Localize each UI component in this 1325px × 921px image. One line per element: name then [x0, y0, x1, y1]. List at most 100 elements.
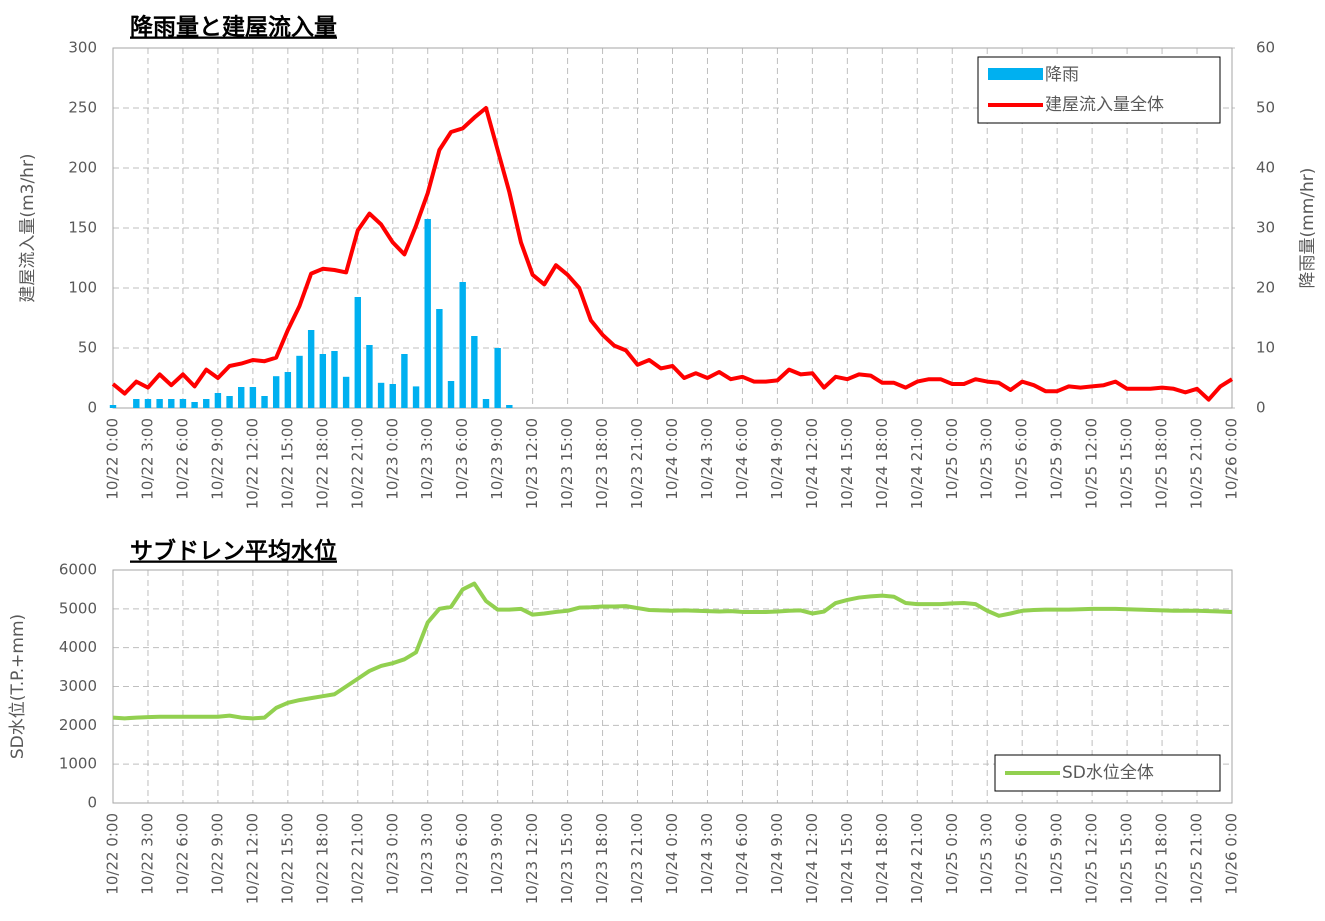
legend-label: 降雨: [1045, 65, 1079, 85]
y-tick-label: 150: [68, 219, 97, 237]
y-axis-label: SD水位(T.P.+mm): [8, 614, 28, 759]
legend-label: SD水位全体: [1062, 763, 1154, 783]
x-tick-label: 10/23 6:00: [453, 418, 471, 500]
x-tick-label: 10/24 3:00: [698, 813, 716, 895]
x-tick-label: 10/22 6:00: [173, 813, 191, 895]
bar: [377, 382, 385, 408]
plot-border: [112, 47, 1233, 409]
x-tick-label: 10/24 12:00: [803, 418, 821, 509]
y-tick-label: 2000: [59, 716, 97, 734]
x-tick-label: 10/24 21:00: [908, 813, 926, 904]
y-tick-label: 0: [87, 794, 97, 812]
x-tick-label: 10/25 9:00: [1048, 418, 1066, 500]
bar: [284, 372, 292, 408]
y2-tick-label: 0: [1256, 399, 1266, 417]
x-tick-label: 10/25 6:00: [1013, 813, 1031, 895]
x-tick-label: 10/24 3:00: [698, 418, 716, 500]
y-tick-label: 1000: [59, 755, 97, 773]
x-tick-label: 10/25 18:00: [1153, 418, 1171, 509]
bar: [389, 384, 396, 408]
x-tick-label: 10/22 3:00: [138, 418, 156, 500]
y-tick-label: 100: [68, 279, 97, 297]
bar: [156, 399, 163, 408]
x-tick-label: 10/25 0:00: [943, 418, 961, 500]
x-tick-label: 10/23 6:00: [453, 813, 471, 895]
bar: [179, 399, 187, 408]
y-tick-label: 5000: [59, 599, 97, 617]
x-tick-label: 10/23 3:00: [418, 418, 436, 500]
bar: [436, 309, 443, 408]
bar: [459, 282, 466, 408]
x-tick-label: 10/23 15:00: [558, 418, 576, 509]
y-tick-label: 200: [68, 159, 97, 177]
x-tick-label: 10/23 9:00: [488, 813, 506, 895]
x-tick-label: 10/22 21:00: [348, 813, 366, 904]
x-tick-label: 10/23 18:00: [593, 418, 611, 509]
x-tick-label: 10/25 6:00: [1013, 418, 1031, 500]
legend-label: 建屋流入量全体: [1045, 95, 1164, 115]
y-axis-label: 建屋流入量(m3/hr): [18, 153, 38, 302]
x-tick-label: 10/24 15:00: [838, 418, 856, 509]
x-tick-label: 10/26 0:00: [1223, 813, 1241, 895]
x-tick-label: 10/25 18:00: [1153, 813, 1171, 904]
bar: [366, 345, 373, 408]
bar: [471, 336, 478, 408]
line: [111, 106, 1234, 402]
x-tick-label: 10/22 12:00: [243, 813, 261, 904]
y-tick-label: 3000: [59, 677, 97, 695]
x-tick-label: 10/22 6:00: [173, 418, 191, 500]
bar: [272, 376, 280, 408]
bar: [482, 399, 490, 408]
x-tick-label: 10/24 0:00: [663, 418, 681, 500]
x-tick-label: 10/22 15:00: [278, 418, 296, 509]
bar: [296, 355, 303, 408]
plot-border: [112, 569, 1233, 804]
bar: [261, 396, 268, 408]
y2-tick-label: 40: [1256, 159, 1275, 177]
bar: [424, 219, 431, 408]
y2-tick-label: 20: [1256, 279, 1275, 297]
legend-swatch: [988, 68, 1043, 80]
y2-tick-label: 30: [1256, 219, 1275, 237]
y2-tick-label: 60: [1256, 39, 1275, 57]
x-tick-label: 10/22 0:00: [104, 813, 122, 895]
y2-tick-label: 10: [1256, 339, 1275, 357]
x-tick-label: 10/25 12:00: [1083, 813, 1101, 904]
line: [112, 581, 1233, 721]
bar: [238, 387, 245, 408]
bar: [331, 351, 338, 408]
y2-tick-label: 50: [1256, 99, 1275, 117]
x-tick-label: 10/22 9:00: [208, 418, 226, 500]
x-tick-label: 10/23 21:00: [628, 813, 646, 904]
y-tick-label: 50: [78, 339, 97, 357]
bar: [144, 399, 152, 408]
x-tick-label: 10/23 0:00: [383, 418, 401, 500]
x-tick-label: 10/24 21:00: [908, 418, 926, 509]
x-tick-label: 10/25 9:00: [1048, 813, 1066, 895]
x-tick-label: 10/22 15:00: [278, 813, 296, 904]
bar: [354, 297, 361, 408]
x-tick-label: 10/24 18:00: [873, 418, 891, 509]
y-tick-label: 250: [68, 99, 97, 117]
x-tick-label: 10/22 0:00: [104, 418, 122, 500]
y-tick-label: 300: [68, 39, 97, 57]
bar: [319, 354, 327, 408]
x-tick-label: 10/23 12:00: [523, 418, 541, 509]
x-tick-label: 10/23 9:00: [488, 418, 506, 500]
bar: [494, 348, 501, 408]
x-tick-label: 10/25 12:00: [1083, 418, 1101, 509]
chart-title: サブドレン平均水位: [130, 538, 337, 565]
x-tick-label: 10/25 15:00: [1118, 813, 1136, 904]
y-tick-label: 6000: [59, 561, 97, 579]
x-tick-label: 10/24 12:00: [803, 813, 821, 904]
x-tick-label: 10/25 21:00: [1188, 418, 1206, 509]
bar: [203, 399, 210, 408]
x-tick-label: 10/23 0:00: [383, 813, 401, 895]
x-tick-label: 10/23 15:00: [558, 813, 576, 904]
bar: [412, 386, 420, 408]
x-tick-label: 10/22 3:00: [138, 813, 156, 895]
x-tick-label: 10/24 6:00: [733, 813, 751, 895]
x-tick-label: 10/24 9:00: [768, 418, 786, 500]
x-tick-label: 10/25 0:00: [943, 813, 961, 895]
x-tick-label: 10/25 15:00: [1118, 418, 1136, 509]
